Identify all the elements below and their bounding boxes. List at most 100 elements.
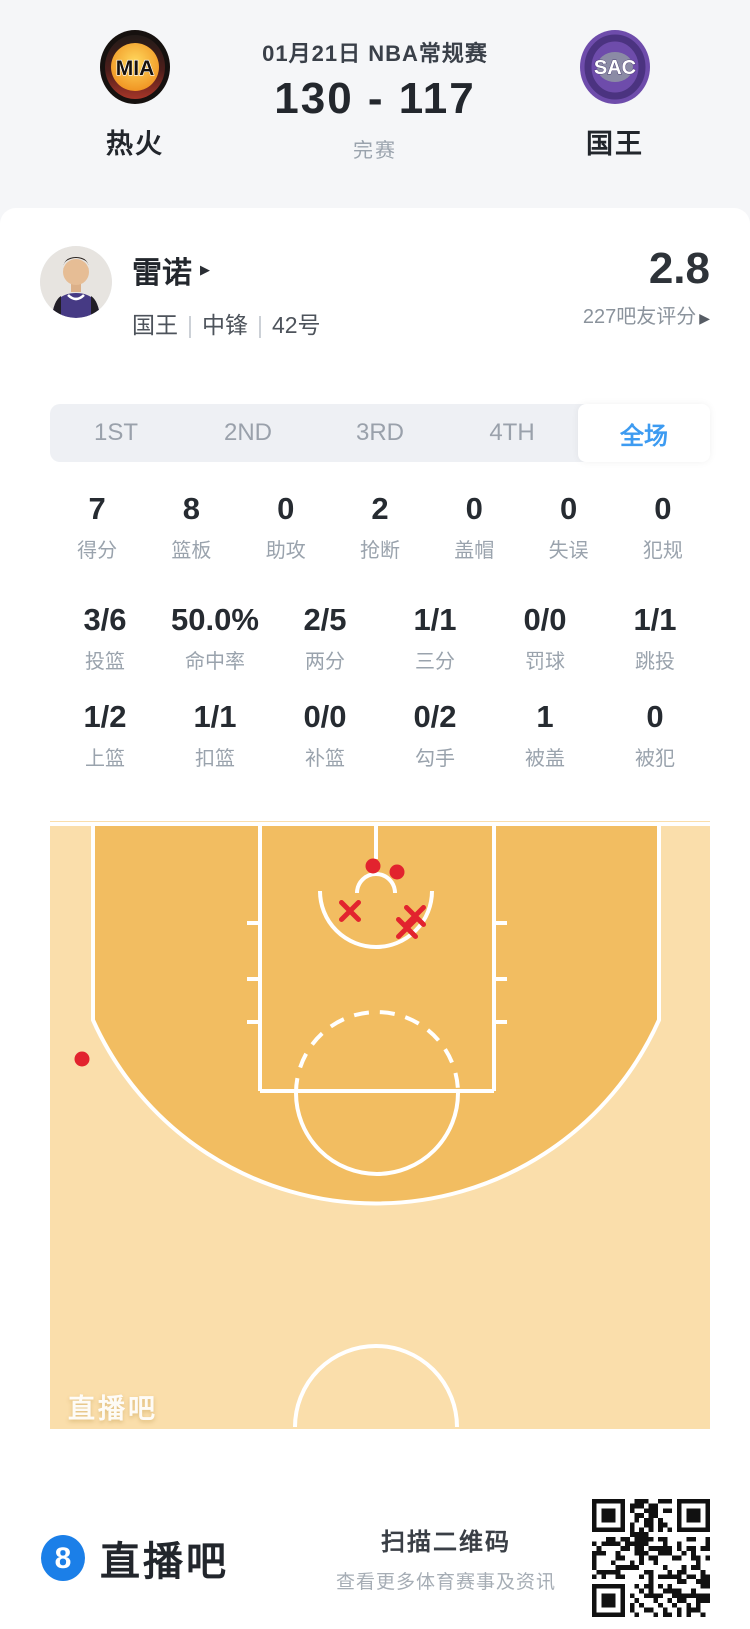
stat-cell: 1/1 扣篮	[160, 700, 270, 771]
away-team-column: SAC 国王	[520, 0, 710, 208]
stat-cell: 0 盖帽	[427, 492, 521, 563]
rating-block[interactable]: 2.8 227吧友评分 ▶	[583, 246, 710, 329]
stat-value: 0	[646, 699, 664, 734]
stat-cell: 2 抢断	[333, 492, 427, 563]
player-header-row: 雷诺 ▶ 国王 | 中锋 | 42号 2.8 227吧友评分 ▶	[40, 208, 710, 340]
stat-cell: 50.0% 命中率	[160, 603, 270, 674]
player-expand-arrow-icon: ▶	[200, 262, 210, 277]
rim-arc	[355, 872, 397, 894]
stat-value: 0	[277, 491, 295, 526]
stat-cell: 0/2 勾手	[380, 700, 490, 771]
stat-value: 1/1	[193, 699, 237, 734]
stat-value: 0	[559, 491, 578, 526]
stat-cell: 7 得分	[50, 492, 144, 563]
stat-label: 两分	[305, 651, 345, 673]
away-team-name: 国王	[586, 129, 644, 159]
made-shot-marker	[389, 864, 405, 880]
qr-subtitle: 查看更多体育赛事及资讯	[335, 1572, 556, 1593]
stat-value: 2	[371, 491, 389, 526]
stat-label: 投篮	[85, 651, 125, 673]
meta-separator: |	[256, 312, 263, 338]
stat-cell: 3/6 投篮	[50, 603, 160, 674]
stat-label: 罚球	[525, 651, 565, 673]
stat-label: 跳投	[635, 651, 675, 673]
tab-3rd[interactable]: 3RD	[355, 419, 404, 446]
stat-label: 助攻	[265, 540, 306, 562]
missed-shot-marker	[339, 900, 361, 922]
stat-cell: 0 失误	[521, 492, 615, 563]
qr-code	[592, 1499, 710, 1617]
rating-arrow-icon: ▶	[699, 310, 710, 326]
home-team-name: 热火	[106, 129, 164, 159]
stat-value: 0/2	[413, 699, 457, 734]
rating-caption: 227吧友评分 ▶	[582, 306, 710, 328]
missed-shot-marker	[404, 905, 426, 927]
match-title: 01月21日 NBA常规赛	[262, 41, 488, 66]
heat-team-logo-icon: MIA	[100, 30, 170, 104]
tab-2nd[interactable]: 2ND	[223, 419, 272, 446]
rating-value: 2.8	[648, 244, 710, 293]
stat-value: 1/1	[413, 602, 457, 637]
stat-label: 得分	[77, 540, 118, 562]
shot-chart: 直播吧	[50, 821, 710, 1429]
stat-label: 命中率	[185, 651, 245, 673]
stat-cell: 1/2 上篮	[50, 700, 160, 771]
score-header: MIA 热火 01月21日 NBA常规赛 130 - 117 完赛 SAC 国王	[0, 0, 750, 208]
player-avatar	[40, 246, 112, 318]
stat-label: 补篮	[305, 748, 345, 770]
heat-logo-abbr: MIA	[116, 57, 155, 80]
qr-caption-block: 扫描二维码 查看更多体育赛事及资讯	[336, 1522, 556, 1594]
brand-group: 8 直播吧	[40, 1529, 229, 1587]
player-photo-placeholder	[40, 246, 112, 318]
kings-team-logo-icon: SAC	[580, 30, 650, 104]
stat-cell: 1/1 跳投	[600, 603, 710, 674]
court-watermark: 直播吧	[68, 1394, 158, 1424]
stats-row-shooting: 3/6 投篮 50.0% 命中率 2/5 两分 1/1 三分 0/0 罚球 1/1 跳投	[50, 603, 710, 674]
stat-cell: 0 助攻	[239, 492, 333, 563]
stat-value: 0	[465, 491, 483, 526]
meta-separator: |	[187, 312, 193, 338]
stat-label: 失误	[548, 540, 589, 562]
tab-full[interactable]: 全场	[578, 404, 710, 462]
stat-value: 1/2	[83, 699, 127, 734]
shot-markers	[74, 858, 426, 1067]
court-diagram	[50, 821, 710, 1429]
stat-value: 0/0	[523, 602, 567, 637]
player-info: 雷诺 ▶ 国王 | 中锋 | 42号	[132, 246, 321, 340]
stat-value: 2/5	[303, 602, 347, 637]
stat-cell: 2/5 两分	[270, 603, 380, 674]
stat-value: 1/1	[633, 602, 677, 637]
free-throw-circle-solid	[294, 1092, 460, 1176]
stat-value: 3/6	[83, 602, 127, 637]
made-shot-marker	[365, 858, 381, 874]
stat-label: 被盖	[525, 748, 565, 770]
stat-label: 三分	[415, 651, 455, 673]
stat-label: 扣篮	[195, 748, 235, 770]
stat-cell: 0/0 补篮	[270, 700, 380, 771]
player-team: 国王	[132, 312, 178, 338]
stat-label: 抢断	[359, 540, 400, 562]
stat-value: 0/0	[303, 699, 347, 734]
stat-label: 篮板	[171, 540, 212, 562]
player-position: 中锋	[201, 312, 248, 338]
stat-label: 犯规	[642, 540, 683, 562]
stat-label: 勾手	[415, 748, 455, 770]
quarter-tab-bar: 1ST 2ND 3RD 4TH 全场	[50, 404, 710, 462]
stat-label: 盖帽	[454, 540, 495, 562]
brand-wordmark: 直播吧	[100, 1540, 229, 1584]
free-throw-circle-dashed	[294, 1010, 460, 1094]
lane-lines	[258, 823, 496, 1093]
player-name-button[interactable]: 雷诺 ▶	[132, 248, 321, 292]
stat-cell: 0/0 罚球	[490, 603, 600, 674]
tab-1st[interactable]: 1ST	[93, 419, 138, 446]
app-footer: 8 直播吧 扫描二维码 查看更多体育赛事及资讯	[40, 1429, 710, 1617]
stat-cell: 8 篮板	[144, 492, 238, 563]
stat-value: 50.0%	[171, 602, 259, 637]
stat-cell: 1/1 三分	[380, 603, 490, 674]
court-inside-three-point-area	[93, 823, 659, 1204]
stat-value: 0	[654, 491, 672, 526]
stat-cell: 0 被犯	[600, 700, 710, 771]
stat-value: 8	[182, 491, 201, 526]
tab-4th[interactable]: 4TH	[489, 419, 535, 446]
match-status: 完赛	[353, 140, 397, 162]
